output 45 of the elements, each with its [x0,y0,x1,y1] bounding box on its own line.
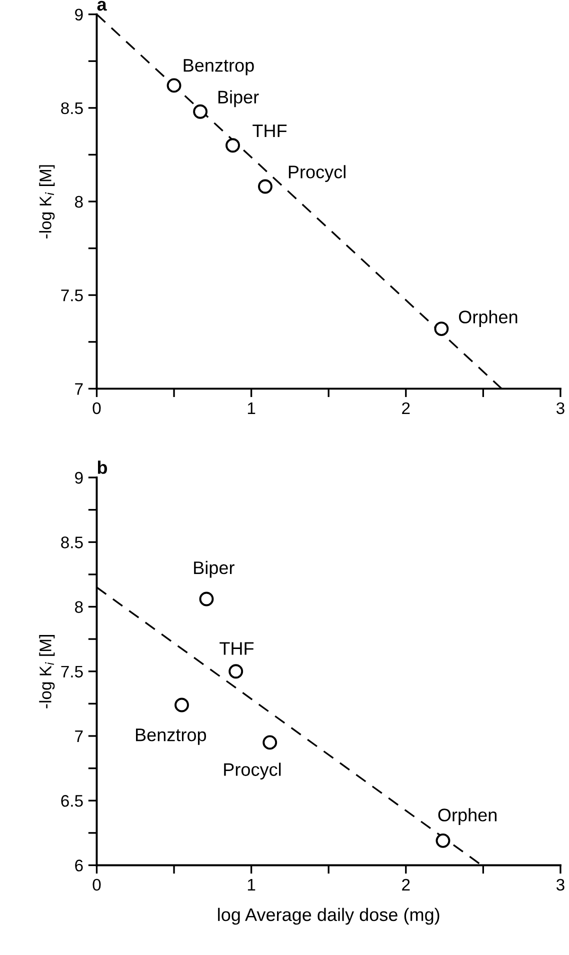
y-tick-label: 8.5 [61,536,83,548]
y-tick-label: 9 [75,472,83,484]
y-axis-title: -log K$_{i}$ [M] [39,635,55,708]
chart-title: b [98,460,108,474]
annotation: Procycl [224,762,281,780]
y-tick-label: 8 [74,196,83,208]
y-tick-label: 7.5 [61,290,83,302]
annotation: THF [220,642,254,655]
annotation: Benztrop [184,59,254,76]
annotation: Biper [194,560,234,578]
point [174,698,189,712]
y-tick-label: 8 [74,601,83,613]
y-tick-label: 7 [75,383,83,395]
x-tick-label: 3 [556,878,564,891]
annotation: Benztrop [136,728,206,745]
y-tick-label: 6.5 [61,795,83,807]
point [228,664,244,679]
point [226,138,240,153]
x-tick-label: 0 [92,878,101,891]
chart-title: a [97,0,107,11]
y-tick-label: 9 [75,8,83,21]
annotation: Biper [218,90,259,108]
x-tick-label: 0 [92,402,101,414]
point [199,592,214,606]
y-tick-label: 7.5 [61,666,83,678]
point [166,78,182,93]
x-tick-label: 1 [248,879,256,891]
annotation: Orphen [438,808,496,825]
annotation: THF [252,124,287,138]
annotation: Procycl [288,165,346,182]
point [434,322,449,336]
point [262,735,278,750]
point [193,104,208,119]
x-tick-label: 2 [402,878,410,891]
y-tick-label: 8.5 [61,102,83,114]
x-tick-label: 1 [248,402,256,414]
x-axis-title: log Average daily dose (mg) [218,908,440,925]
y-tick-label: 6 [75,860,83,872]
x-tick-label: 3 [556,402,564,414]
y-axis-title: -log K$_{i}$ [M] [39,165,55,238]
y-tick-label: 7 [75,730,83,742]
annotation: Orphen [458,310,518,327]
point [258,179,272,194]
x-tick-label: 2 [402,402,410,414]
point [436,833,450,848]
